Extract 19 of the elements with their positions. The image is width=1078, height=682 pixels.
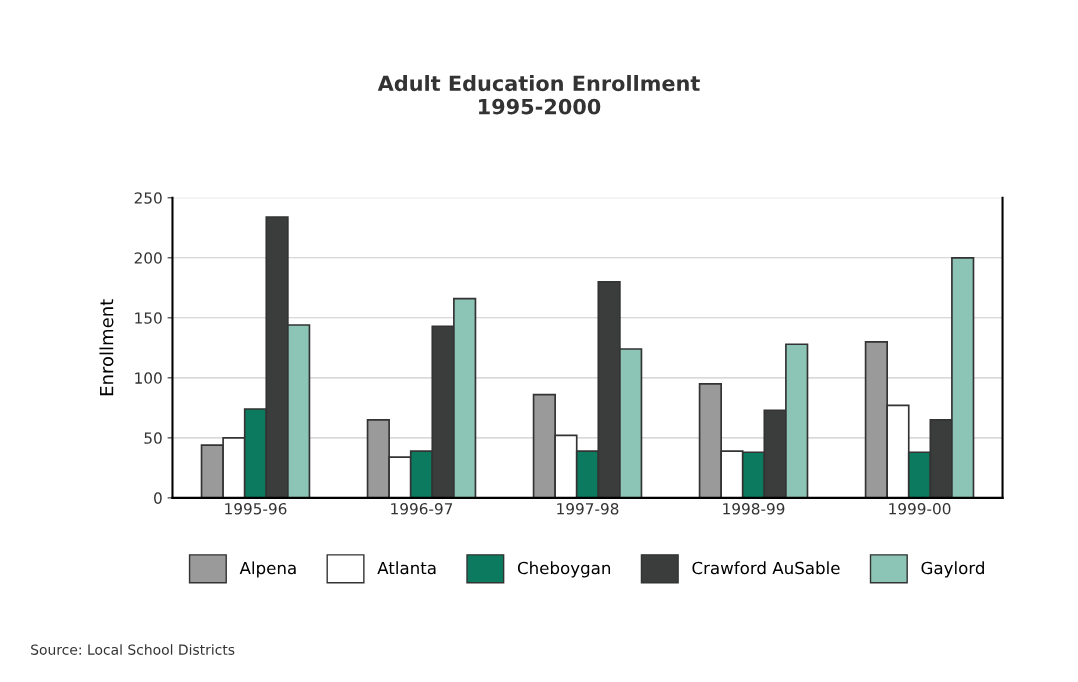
y-axis-title: Enrollment bbox=[99, 299, 114, 396]
y-tick-label: 100 bbox=[135, 372, 162, 384]
y-tick-label: 0 bbox=[154, 492, 162, 504]
x-tick-label: 1996-97 bbox=[391, 502, 453, 515]
legend-label: Atlanta bbox=[377, 561, 436, 575]
y-tick-label: 50 bbox=[144, 432, 162, 444]
y-tick-label: 250 bbox=[134, 192, 162, 204]
y-tick-label: 150 bbox=[135, 312, 162, 324]
source-note: Source: Local School Districts bbox=[31, 644, 235, 655]
x-tick-label: 1999-00 bbox=[889, 502, 951, 515]
legend-label: Cheboygan bbox=[517, 561, 611, 578]
x-tick-label: 1995-96 bbox=[225, 502, 287, 515]
legend-label: Crawford AuSable bbox=[692, 561, 840, 575]
chart-title: Adult Education Enrollment 1995-2000 bbox=[377, 75, 700, 115]
x-tick-label: 1997-98 bbox=[557, 502, 619, 515]
legend-label: Gaylord bbox=[921, 561, 984, 578]
x-tick-label: 1998-99 bbox=[723, 502, 785, 515]
legend-label: Alpena bbox=[239, 561, 296, 578]
y-tick-label: 200 bbox=[134, 252, 162, 264]
